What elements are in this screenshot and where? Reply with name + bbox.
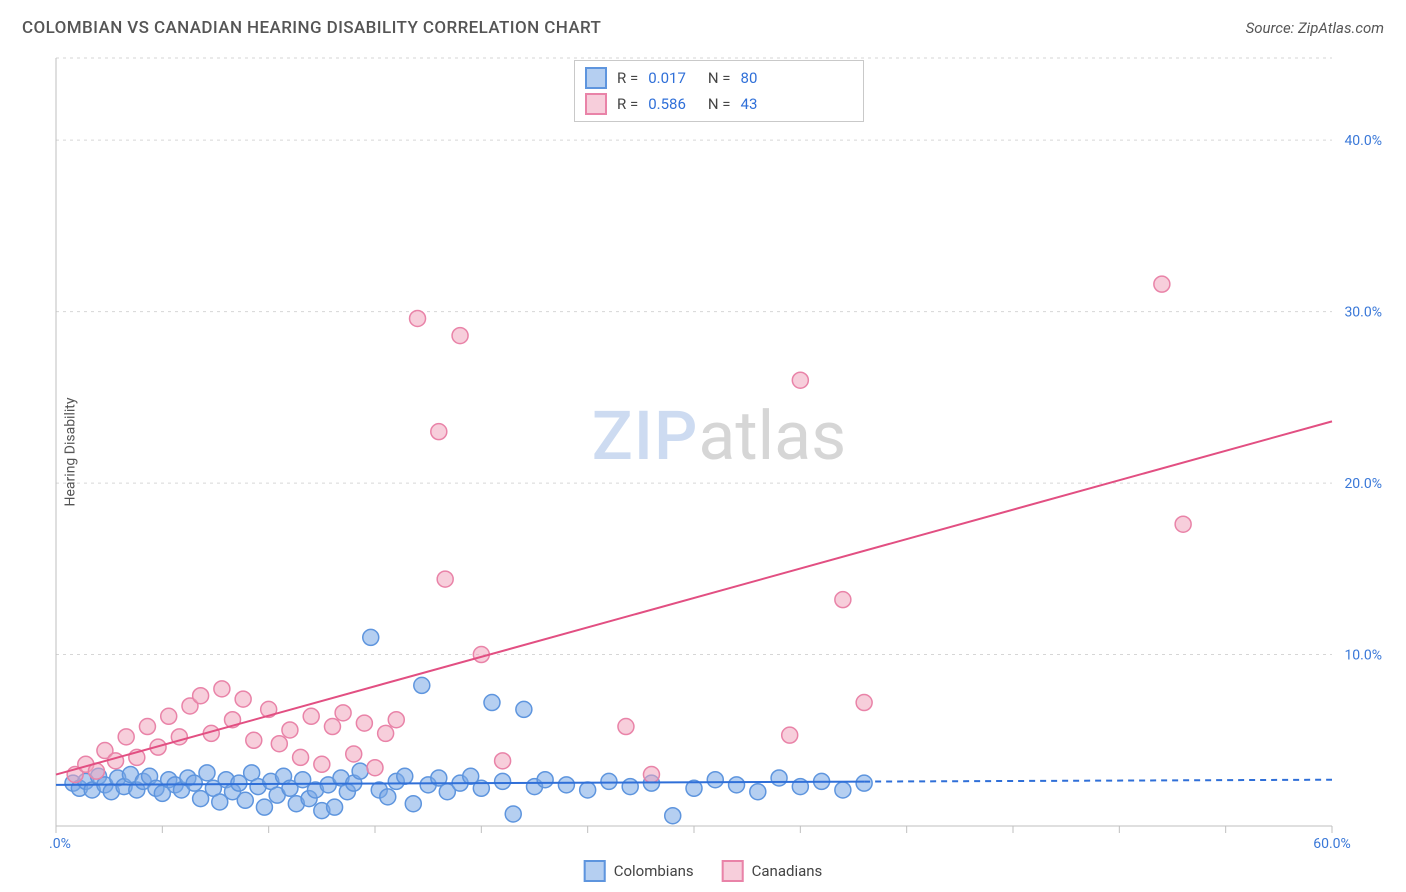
data-point — [367, 760, 383, 776]
legend-label: Colombians — [614, 862, 694, 880]
source-label: Source: — [1246, 19, 1298, 37]
data-point — [324, 719, 340, 735]
data-point — [256, 799, 272, 815]
svg-text:10.0%: 10.0% — [1344, 648, 1382, 664]
data-point — [271, 736, 287, 752]
legend-r-label: R = — [617, 95, 638, 113]
data-point — [452, 328, 468, 344]
data-point — [410, 310, 426, 326]
data-point — [665, 808, 681, 824]
data-point — [856, 695, 872, 711]
data-point — [505, 806, 521, 822]
data-point — [282, 722, 298, 738]
data-point — [484, 695, 500, 711]
data-point — [771, 770, 787, 786]
data-point — [199, 765, 215, 781]
legend-row: R = 0.586 N = 43 — [585, 93, 849, 115]
data-point — [303, 708, 319, 724]
legend-n-label: N = — [708, 95, 731, 113]
data-point — [388, 712, 404, 728]
legend-row: R = 0.017 N = 80 — [585, 67, 849, 89]
data-point — [622, 779, 638, 795]
data-point — [327, 799, 343, 815]
correlation-legend: R = 0.017 N = 80 R = 0.586 N = 43 — [574, 60, 864, 122]
data-point — [558, 777, 574, 793]
data-point — [537, 772, 553, 788]
legend-r-value: 0.586 — [648, 95, 686, 113]
data-point — [835, 782, 851, 798]
data-point — [293, 749, 309, 765]
data-point — [792, 372, 808, 388]
svg-text:20.0%: 20.0% — [1344, 476, 1382, 492]
data-point — [729, 777, 745, 793]
data-point — [346, 746, 362, 762]
data-point — [431, 424, 447, 440]
legend-r-value: 0.017 — [648, 69, 686, 87]
data-point — [405, 796, 421, 812]
data-point — [856, 775, 872, 791]
data-point — [246, 732, 262, 748]
y-axis-label: Hearing Disability — [62, 398, 78, 507]
chart-title: COLOMBIAN VS CANADIAN HEARING DISABILITY… — [22, 18, 601, 38]
data-point — [161, 708, 177, 724]
data-point — [214, 681, 230, 697]
source-attribution: Source: ZipAtlas.com — [1246, 18, 1384, 37]
series-legend: Colombians Canadians — [584, 860, 823, 882]
legend-swatch — [584, 860, 606, 882]
data-point — [356, 715, 372, 731]
legend-swatch — [585, 93, 607, 115]
data-point — [363, 629, 379, 645]
legend-n-label: N = — [708, 69, 731, 87]
trend-line-extension — [864, 780, 1332, 782]
scatter-chart: Hearing Disability 10.0% 20.0% 30.0% 40.0% 0… — [50, 50, 1388, 854]
source-name: ZipAtlas.com — [1298, 19, 1384, 37]
svg-text:30.0%: 30.0% — [1344, 305, 1382, 321]
data-point — [378, 725, 394, 741]
data-point — [750, 784, 766, 800]
data-point — [601, 773, 617, 789]
legend-item: Canadians — [722, 860, 823, 882]
chart-svg: 10.0% 20.0% 30.0% 40.0% 0.0% 60.0% — [50, 50, 1388, 854]
data-point — [1154, 276, 1170, 292]
trend-line — [56, 421, 1332, 774]
data-point — [335, 705, 351, 721]
data-point — [235, 691, 251, 707]
legend-n-value: 43 — [741, 95, 758, 113]
data-point — [1175, 516, 1191, 532]
legend-label: Canadians — [752, 862, 823, 880]
svg-text:0.0%: 0.0% — [50, 836, 71, 852]
legend-item: Colombians — [584, 860, 694, 882]
data-point — [580, 782, 596, 798]
data-point — [495, 753, 511, 769]
svg-text:40.0%: 40.0% — [1344, 133, 1382, 149]
data-point — [193, 688, 209, 704]
legend-n-value: 80 — [741, 69, 758, 87]
data-point — [352, 763, 368, 779]
legend-swatch — [585, 67, 607, 89]
data-point — [516, 701, 532, 717]
data-point — [707, 772, 723, 788]
data-point — [643, 767, 659, 783]
data-point — [782, 727, 798, 743]
data-point — [835, 592, 851, 608]
data-point — [380, 789, 396, 805]
data-point — [495, 773, 511, 789]
data-point — [414, 677, 430, 693]
data-point — [139, 719, 155, 735]
legend-swatch — [722, 860, 744, 882]
data-point — [108, 753, 124, 769]
data-point — [437, 571, 453, 587]
data-point — [618, 719, 634, 735]
data-point — [314, 756, 330, 772]
legend-r-label: R = — [617, 69, 638, 87]
data-point — [118, 729, 134, 745]
data-point — [237, 792, 253, 808]
data-point — [397, 768, 413, 784]
svg-text:60.0%: 60.0% — [1313, 836, 1351, 852]
